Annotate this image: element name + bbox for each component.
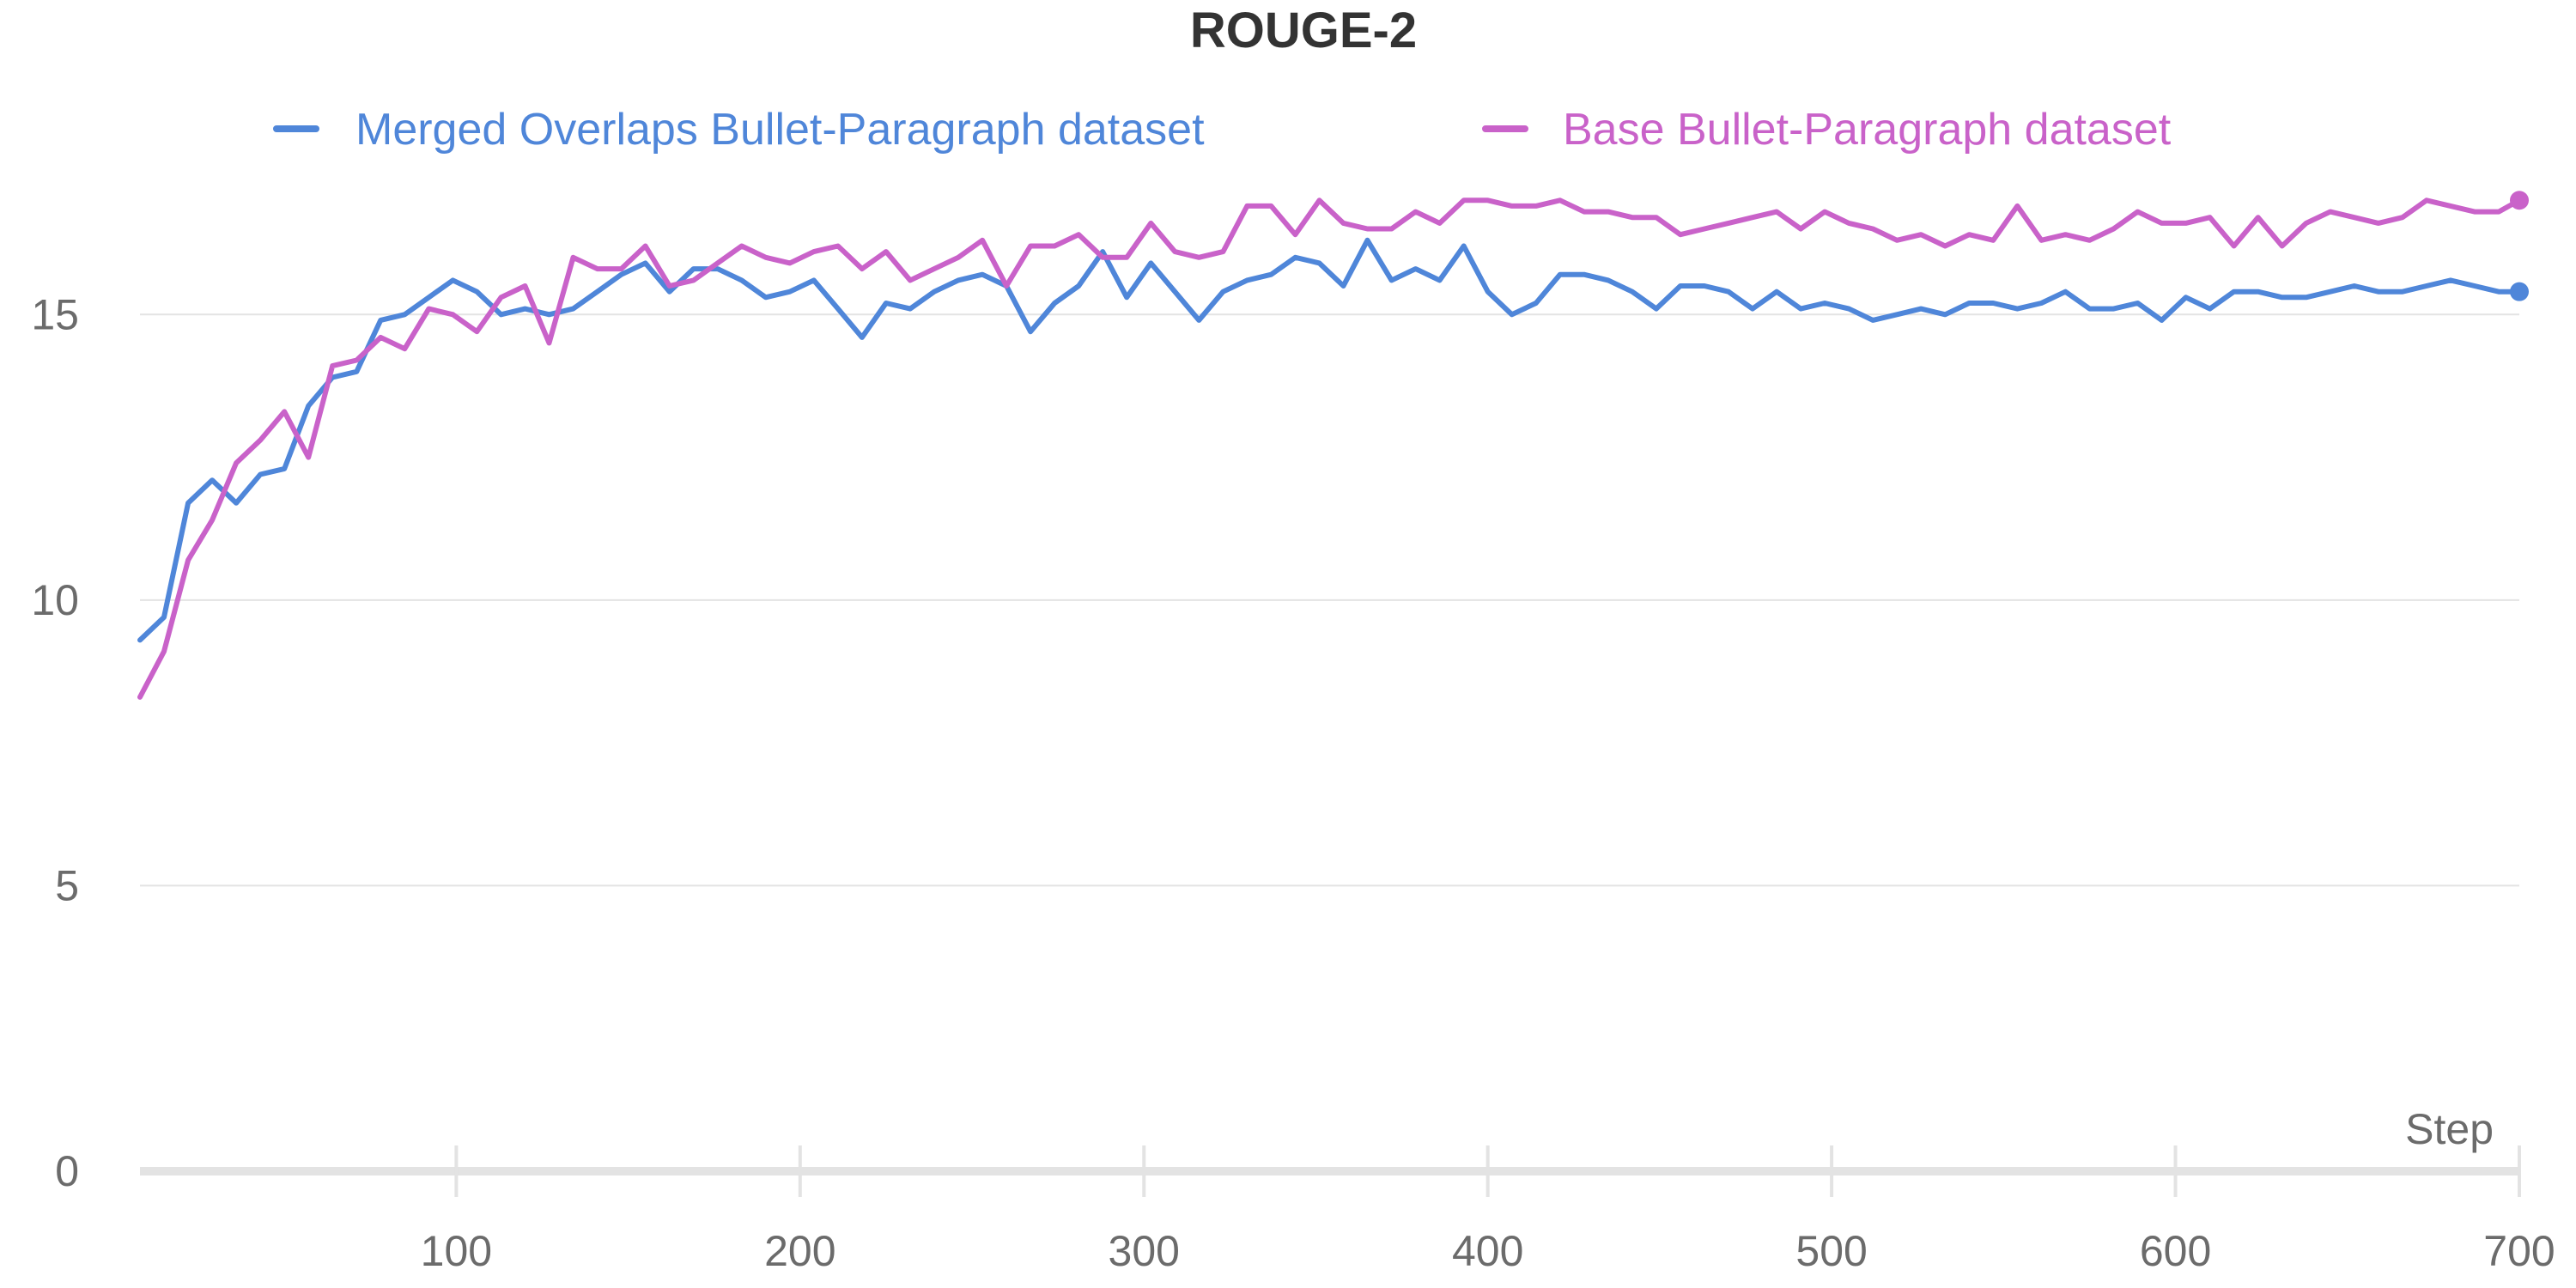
legend-item-merged-overlaps[interactable]: Merged Overlaps Bullet-Paragraph dataset <box>273 105 1205 155</box>
legend-item-base[interactable]: Base Bullet-Paragraph dataset <box>1482 105 2172 155</box>
series-line-1 <box>137 197 2522 700</box>
x-tick-label-400: 400 <box>1452 1227 1523 1275</box>
grid-lines <box>140 313 2519 887</box>
legend: Merged Overlaps Bullet-Paragraph dataset… <box>273 105 2172 155</box>
y-axis-ticks: 0 5 10 15 <box>31 290 79 1195</box>
x-tick-label-600: 600 <box>2140 1227 2211 1275</box>
y-tick-label-10: 10 <box>31 576 79 624</box>
y-tick-label-5: 5 <box>55 861 79 909</box>
legend-label-base: Base Bullet-Paragraph dataset <box>1563 105 2172 155</box>
x-tick-label-100: 100 <box>421 1227 492 1275</box>
x-tick-label-200: 200 <box>764 1227 835 1275</box>
y-tick-label-0: 0 <box>55 1147 79 1195</box>
x-tick-label-300: 300 <box>1109 1227 1180 1275</box>
x-tick-label-500: 500 <box>1795 1227 1867 1275</box>
series-lines <box>137 191 2529 700</box>
series-endpoint-1[interactable] <box>2510 191 2529 210</box>
y-tick-label-15: 15 <box>31 290 79 338</box>
x-axis: 100 200 300 400 500 600 700 <box>140 1145 2555 1275</box>
series-endpoint-0[interactable] <box>2510 282 2529 301</box>
legend-label-merged-overlaps: Merged Overlaps Bullet-Paragraph dataset <box>355 105 1205 155</box>
x-tick-label-700: 700 <box>2483 1227 2555 1275</box>
x-axis-label: Step <box>2405 1105 2494 1153</box>
chart-title: ROUGE-2 <box>1190 3 1417 58</box>
